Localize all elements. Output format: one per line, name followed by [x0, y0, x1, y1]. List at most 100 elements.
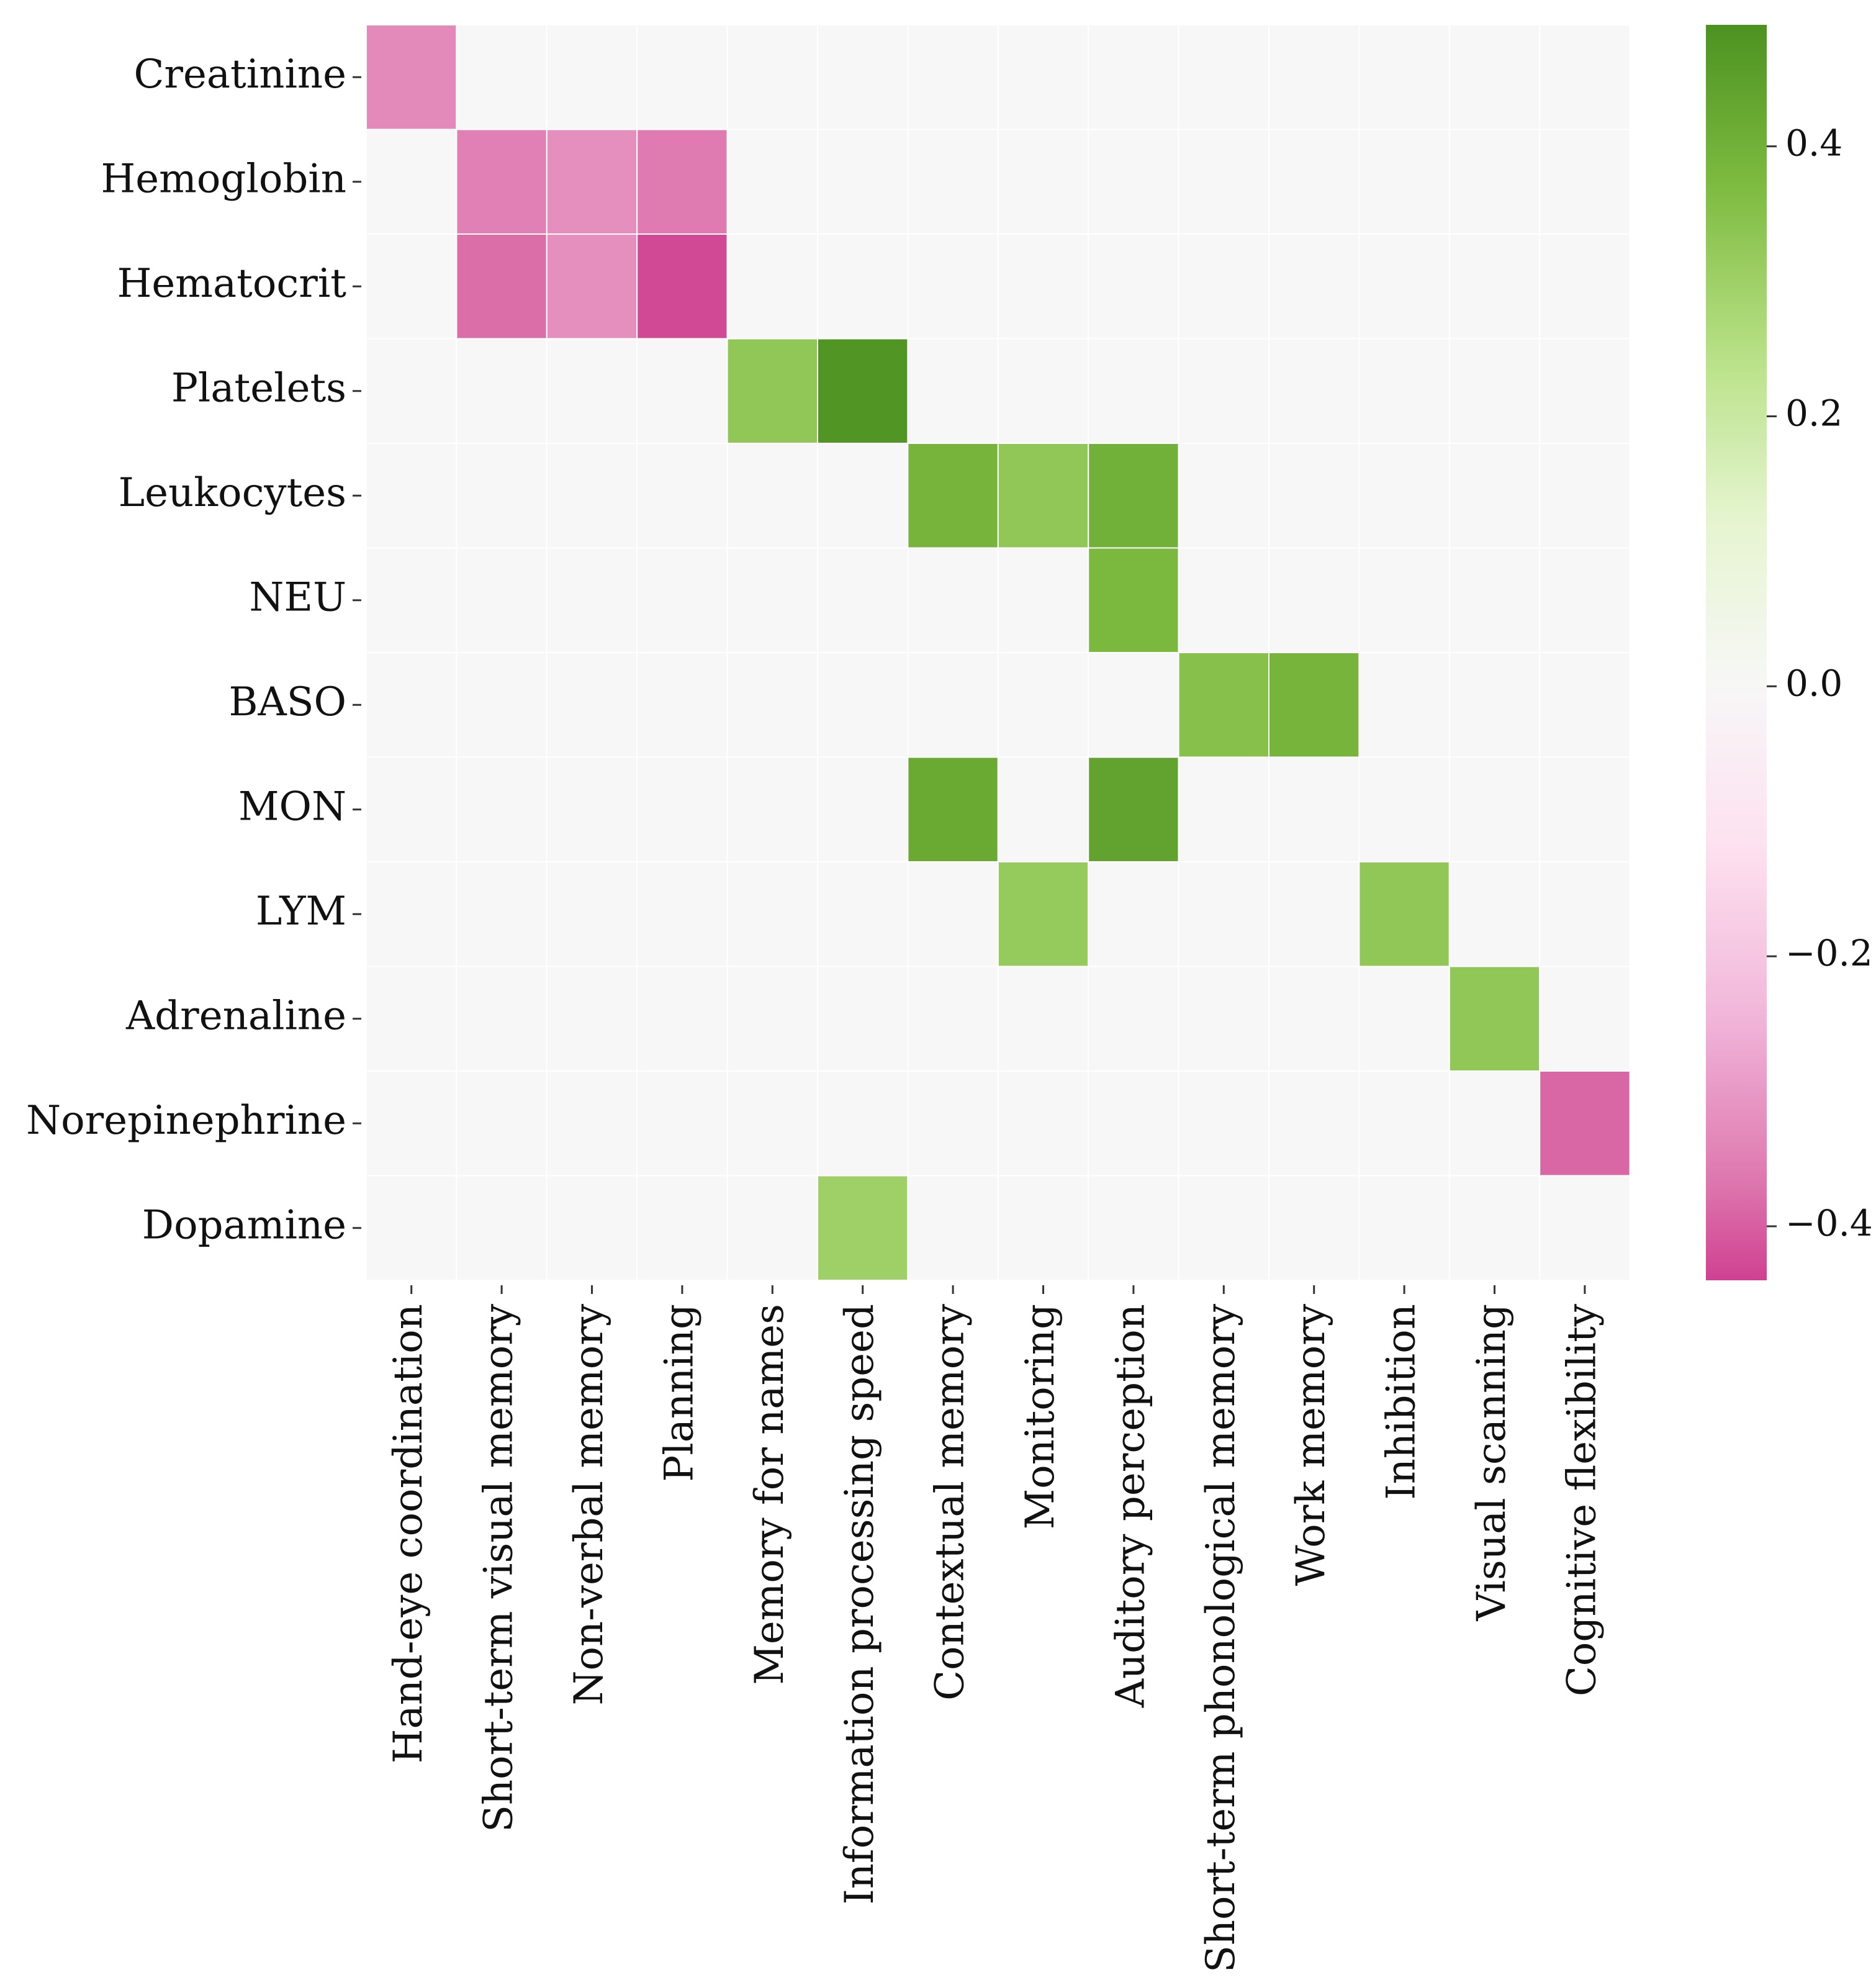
- heatmap-cell-mon-hand-eye-coordination: [366, 756, 458, 862]
- heatmap-cell-baso-cognitive-flexibility: [1539, 652, 1631, 758]
- heatmap-cell-neu-work-memory: [1268, 547, 1360, 653]
- heatmap-cell-creatinine-short-term-phonological-memory: [1178, 24, 1269, 130]
- column-label-non-verbal-memory: Non-verbal memory: [566, 1304, 612, 1705]
- row-label-adrenaline: Adrenaline: [125, 993, 346, 1039]
- heatmap-cell-dopamine-cognitive-flexibility: [1539, 1175, 1631, 1281]
- heatmap-cell-lym-monitoring: [997, 861, 1089, 967]
- column-label-monitoring: Monitoring: [1017, 1304, 1063, 1529]
- column-labels: Hand-eye coordination Short-term visual m…: [386, 1285, 1605, 1973]
- colorbar-gradient: [1706, 25, 1767, 1280]
- heatmap-cell-baso-monitoring: [997, 652, 1089, 758]
- heatmap-cell-hemoglobin-visual-scanning: [1448, 129, 1541, 235]
- heatmap-cell-norepinephrine-planning: [636, 1070, 728, 1177]
- heatmap-cell-adrenaline-inhibition: [1358, 965, 1450, 1072]
- heatmap-cell-baso-short-term-visual-memory: [456, 652, 548, 758]
- colorbar-tick-label: −0.4: [1785, 1202, 1873, 1244]
- heatmap-cell-platelets-non-verbal-memory: [546, 338, 638, 444]
- heatmap-cell-hemoglobin-hand-eye-coordination: [366, 129, 458, 235]
- column-label-visual-scanning: Visual scanning: [1469, 1304, 1515, 1622]
- heatmap-cell-mon-auditory-perception: [1088, 756, 1179, 862]
- heatmap-cell-creatinine-short-term-visual-memory: [456, 24, 548, 130]
- heatmap-cell-hematocrit-planning: [636, 233, 728, 340]
- heatmap-cell-mon-cognitive-flexibility: [1539, 756, 1631, 862]
- heatmap-cell-baso-work-memory: [1268, 652, 1360, 758]
- heatmap-cell-neu-inhibition: [1358, 547, 1450, 653]
- column-label-information-processing-speed: Information processing speed: [837, 1304, 883, 1904]
- heatmap-cell-neu-memory-for-names: [726, 547, 818, 653]
- heatmap-cell-dopamine-visual-scanning: [1448, 1175, 1541, 1281]
- column-label-cognitive-flexibility: Cognitive flexibility: [1559, 1304, 1605, 1696]
- heatmap-cell-mon-short-term-visual-memory: [456, 756, 548, 862]
- heatmap-cell-mon-inhibition: [1358, 756, 1450, 862]
- heatmap-cell-platelets-visual-scanning: [1448, 338, 1541, 444]
- heatmap-cell-dopamine-hand-eye-coordination: [366, 1175, 458, 1281]
- heatmap-cell-leukocytes-short-term-phonological-memory: [1178, 443, 1269, 549]
- row-label-platelets: Platelets: [171, 365, 346, 411]
- column-label-short-term-visual-memory: Short-term visual memory: [476, 1304, 522, 1832]
- row-label-hemoglobin: Hemoglobin: [101, 156, 346, 202]
- heatmap-cell-norepinephrine-monitoring: [997, 1070, 1089, 1177]
- heatmap-cell-adrenaline-short-term-phonological-memory: [1178, 965, 1269, 1072]
- heatmap-cell-adrenaline-non-verbal-memory: [546, 965, 638, 1072]
- heatmap-cell-norepinephrine-short-term-visual-memory: [456, 1070, 548, 1177]
- heatmap-cell-mon-planning: [636, 756, 728, 862]
- row-label-norepinephrine: Norepinephrine: [26, 1098, 346, 1144]
- row-label-neu: NEU: [249, 574, 346, 620]
- heatmap-cell-hemoglobin-non-verbal-memory: [546, 129, 638, 235]
- heatmap-cell-norepinephrine-inhibition: [1358, 1070, 1450, 1177]
- row-label-lym: LYM: [256, 889, 346, 934]
- heatmap-cell-hemoglobin-work-memory: [1268, 129, 1360, 235]
- heatmap-cell-mon-contextual-memory: [907, 756, 999, 862]
- row-label-mon: MON: [238, 784, 346, 830]
- heatmap-cell-dopamine-inhibition: [1358, 1175, 1450, 1281]
- heatmap-cell-platelets-hand-eye-coordination: [366, 338, 458, 444]
- heatmap-cell-baso-contextual-memory: [907, 652, 999, 758]
- heatmap-cell-platelets-information-processing-speed: [817, 338, 909, 444]
- heatmap-cell-neu-short-term-visual-memory: [456, 547, 548, 653]
- heatmap-cell-neu-information-processing-speed: [817, 547, 909, 653]
- heatmap-cell-platelets-work-memory: [1268, 338, 1360, 444]
- heatmap-cell-adrenaline-work-memory: [1268, 965, 1360, 1072]
- heatmap-cell-creatinine-cognitive-flexibility: [1539, 24, 1631, 130]
- heatmap-cell-hematocrit-contextual-memory: [907, 233, 999, 340]
- heatmap-cell-baso-memory-for-names: [726, 652, 818, 758]
- heatmap-cell-mon-memory-for-names: [726, 756, 818, 862]
- colorbar-tick-label: 0.0: [1785, 662, 1842, 704]
- heatmap-cell-baso-non-verbal-memory: [546, 652, 638, 758]
- colorbar-tick-label: −0.2: [1785, 932, 1873, 974]
- heatmap-cell-adrenaline-hand-eye-coordination: [366, 965, 458, 1072]
- row-label-hematocrit: Hematocrit: [117, 261, 347, 307]
- heatmap-cell-adrenaline-auditory-perception: [1088, 965, 1179, 1072]
- heatmap-cell-hematocrit-hand-eye-coordination: [366, 233, 458, 340]
- heatmap-cell-creatinine-memory-for-names: [726, 24, 818, 130]
- heatmap-cell-norepinephrine-hand-eye-coordination: [366, 1070, 458, 1177]
- heatmap-cell-platelets-memory-for-names: [726, 338, 818, 444]
- heatmap-cell-dopamine-monitoring: [997, 1175, 1089, 1281]
- heatmap-cell-adrenaline-planning: [636, 965, 728, 1072]
- heatmap-cell-norepinephrine-memory-for-names: [726, 1070, 818, 1177]
- column-label-short-term-phonological-memory: Short-term phonological memory: [1198, 1304, 1244, 1973]
- heatmap-cell-neu-hand-eye-coordination: [366, 547, 458, 653]
- row-label-dopamine: Dopamine: [142, 1202, 346, 1248]
- heatmap-cell-leukocytes-inhibition: [1358, 443, 1450, 549]
- heatmap-cell-lym-visual-scanning: [1448, 861, 1541, 967]
- heatmap-cell-lym-short-term-phonological-memory: [1178, 861, 1269, 967]
- heatmap-cell-dopamine-memory-for-names: [726, 1175, 818, 1281]
- heatmap-cell-creatinine-hand-eye-coordination: [366, 24, 458, 130]
- heatmap-cell-adrenaline-visual-scanning: [1448, 965, 1541, 1072]
- heatmap-cell-leukocytes-memory-for-names: [726, 443, 818, 549]
- heatmap-cell-hematocrit-inhibition: [1358, 233, 1450, 340]
- heatmap-cell-neu-non-verbal-memory: [546, 547, 638, 653]
- heatmap-cell-adrenaline-information-processing-speed: [817, 965, 909, 1072]
- heatmap-cell-mon-work-memory: [1268, 756, 1360, 862]
- heatmap-cell-hemoglobin-short-term-visual-memory: [456, 129, 548, 235]
- colorbar: 0.4 0.2 0.0 −0.2 −0.4: [1706, 25, 1873, 1280]
- colorbar-tick-label: 0.2: [1785, 392, 1842, 435]
- heatmap-cell-hemoglobin-cognitive-flexibility: [1539, 129, 1631, 235]
- heatmap-cell-platelets-short-term-phonological-memory: [1178, 338, 1269, 444]
- heatmap-cell-lym-work-memory: [1268, 861, 1360, 967]
- heatmap-cell-creatinine-contextual-memory: [907, 24, 999, 130]
- heatmap-cell-baso-information-processing-speed: [817, 652, 909, 758]
- heatmap-cell-mon-visual-scanning: [1448, 756, 1541, 862]
- heatmap-cell-dopamine-contextual-memory: [907, 1175, 999, 1281]
